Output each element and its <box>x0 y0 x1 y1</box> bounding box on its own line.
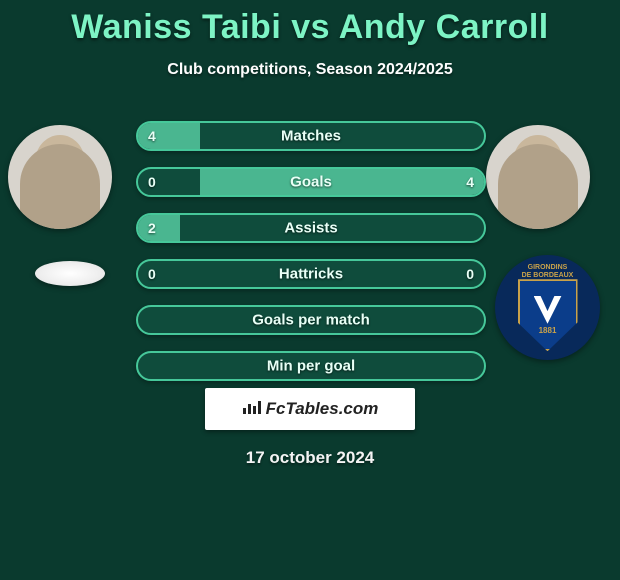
bar-value-right: 4 <box>466 174 474 190</box>
bar-label: Goals <box>138 174 484 191</box>
bar-label: Hattricks <box>138 266 484 283</box>
subtitle: Club competitions, Season 2024/2025 <box>0 61 620 79</box>
club-right-badge: GIRONDINS DE BORDEAUX 1881 <box>495 255 600 360</box>
club-right-name-line1: GIRONDINS <box>528 264 568 272</box>
club-right-year: 1881 <box>539 326 557 335</box>
crest-v-icon <box>534 296 562 324</box>
bar-value-left: 0 <box>148 174 156 190</box>
branding-text: FcTables.com <box>242 399 379 420</box>
stat-bar-row: Assists2 <box>136 213 486 243</box>
bar-label: Assists <box>138 220 484 237</box>
branding-box: FcTables.com <box>205 388 415 430</box>
stat-bar-row: Goals0 4 <box>136 167 486 197</box>
shield-icon: 1881 <box>518 279 578 351</box>
club-crest: GIRONDINS DE BORDEAUX 1881 <box>518 264 578 351</box>
chart-icon <box>242 399 262 420</box>
player-right-avatar <box>486 125 590 229</box>
stat-bars: Matches4Goals04Assists2Hattricks00Goals … <box>136 121 486 397</box>
bar-label: Matches <box>138 128 484 145</box>
bar-value-left: 0 <box>148 266 156 282</box>
bar-label: Goals per match <box>138 312 484 329</box>
stat-bar-row: Goals per match <box>136 305 486 335</box>
stat-bar-row: Min per goal <box>136 351 486 381</box>
stat-bar-row: Hattricks0 0 <box>136 259 486 289</box>
club-right-name-line2: DE BORDEAUX <box>522 272 574 280</box>
avatar-body-shape <box>20 144 100 229</box>
branding-label: FcTables.com <box>266 399 379 419</box>
bar-value-left: 4 <box>148 128 156 144</box>
club-left-badge <box>35 261 105 286</box>
bar-value-left: 2 <box>148 220 156 236</box>
avatar-body-shape <box>498 144 578 229</box>
bar-label: Min per goal <box>138 358 484 375</box>
stat-bar-row: Matches4 <box>136 121 486 151</box>
page-title: Waniss Taibi vs Andy Carroll <box>0 0 620 47</box>
date-label: 17 october 2024 <box>0 448 620 468</box>
bar-value-right: 0 <box>466 266 474 282</box>
player-left-avatar <box>8 125 112 229</box>
